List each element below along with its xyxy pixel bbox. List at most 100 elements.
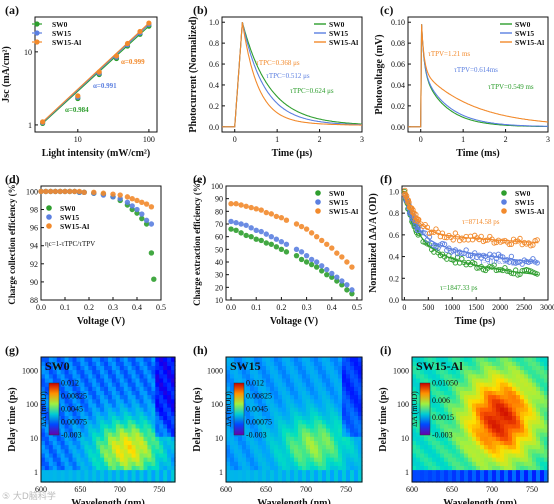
heatmap-cell xyxy=(104,411,109,416)
heatmap-cell xyxy=(516,369,521,375)
heatmap-cell xyxy=(159,457,164,462)
heatmap-cell xyxy=(488,432,493,437)
colorbar-tick-label: 0.0045 xyxy=(61,405,83,414)
heatmap-cell xyxy=(334,402,339,408)
heatmap-cell xyxy=(504,465,509,471)
heatmap-cell xyxy=(41,436,46,441)
heatmap-cell xyxy=(100,390,105,396)
data-point xyxy=(148,250,155,256)
heatmap-cell xyxy=(464,394,469,400)
colorbar-tick-label: 0.012 xyxy=(61,379,79,388)
heatmap-cell xyxy=(468,423,473,429)
heatmap-cell xyxy=(314,444,319,450)
heatmap-cell xyxy=(468,436,473,441)
heatmap-cell xyxy=(524,394,529,400)
heatmap-cell xyxy=(504,386,509,391)
heatmap-cell xyxy=(342,373,347,379)
heatmap-cell xyxy=(412,373,417,379)
heatmap-cell xyxy=(242,419,247,425)
heatmap-cell xyxy=(171,386,176,391)
heatmap-cell xyxy=(428,457,433,462)
heatmap-cell xyxy=(41,386,46,391)
heatmap-cell xyxy=(342,452,347,458)
heatmap-cell xyxy=(163,394,168,400)
heatmap-cell xyxy=(512,361,517,366)
heatmap-cell xyxy=(278,469,283,475)
heatmap-cell xyxy=(464,411,469,416)
heatmap-cell xyxy=(60,369,66,375)
heatmap-cell xyxy=(258,377,263,383)
heatmap-cell xyxy=(448,477,453,483)
heatmap-cell xyxy=(492,369,497,375)
heatmap-cell xyxy=(96,440,101,446)
heatmap-cell xyxy=(334,365,339,371)
heatmap-cell xyxy=(262,411,267,416)
heatmap-cell xyxy=(64,440,70,446)
heatmap-cell xyxy=(540,452,545,458)
data-point xyxy=(139,199,145,205)
heatmap-cell xyxy=(76,369,81,375)
heatmap-cell xyxy=(56,373,62,379)
heatmap-cell xyxy=(246,432,251,437)
heatmap-cell xyxy=(108,461,113,466)
heatmap-cell xyxy=(68,473,74,479)
heatmap-cell xyxy=(330,465,335,471)
heatmap-cell xyxy=(246,407,251,412)
heatmap-cell xyxy=(282,365,287,371)
heatmap-cell xyxy=(290,390,295,396)
heatmap-cell xyxy=(476,436,481,441)
heatmap-cell xyxy=(226,373,231,379)
heatmap-cell xyxy=(119,465,125,471)
heatmap-cell xyxy=(270,415,275,421)
heatmap-cell xyxy=(444,382,449,387)
heatmap-cell xyxy=(250,411,255,416)
heatmap-cell xyxy=(536,457,541,462)
heatmap-cell xyxy=(532,382,537,387)
heatmap-cell xyxy=(262,461,267,466)
x-tick-label: 0.5 xyxy=(352,303,362,312)
heatmap-cell xyxy=(250,361,255,366)
data-point xyxy=(482,237,489,244)
heatmap-cell xyxy=(298,402,303,408)
heatmap-cell xyxy=(354,390,359,396)
heatmap-cell xyxy=(326,427,331,433)
heatmap-cell xyxy=(358,365,363,371)
heatmap-cell xyxy=(167,402,172,408)
data-point xyxy=(283,249,290,255)
heatmap-cell xyxy=(436,444,441,450)
heatmap-cell xyxy=(500,365,505,371)
colorbar-label: ΔA (mOD) xyxy=(410,391,419,427)
heatmap-cell xyxy=(544,457,549,462)
heatmap-cell xyxy=(250,457,255,462)
heatmap-cell xyxy=(444,427,449,433)
annotation: α=0.991 xyxy=(93,82,117,90)
watermark: ⑤ 大D脑科学 xyxy=(2,492,56,502)
heatmap-cell xyxy=(330,419,335,425)
heatmap-cell xyxy=(298,369,303,375)
heatmap-cell xyxy=(294,357,299,362)
heatmap-cell xyxy=(338,390,343,396)
heatmap-cell xyxy=(484,432,489,437)
heatmap-cell xyxy=(274,461,279,466)
heatmap-cell xyxy=(242,423,247,429)
heatmap-cell xyxy=(143,357,148,362)
heatmap-cell xyxy=(322,398,327,404)
heatmap-cell xyxy=(306,419,311,425)
heatmap-cell xyxy=(123,440,129,446)
heatmap-cell xyxy=(123,452,129,458)
heatmap-cell xyxy=(484,373,489,379)
heatmap-cell xyxy=(432,394,437,400)
heatmap-cell xyxy=(278,448,283,454)
heatmap-cell xyxy=(44,461,50,466)
heatmap-cell xyxy=(226,419,231,425)
heatmap-cell xyxy=(346,365,351,371)
heatmap-cell xyxy=(476,386,481,391)
heatmap-cell xyxy=(262,423,267,429)
heatmap-cell xyxy=(238,444,243,450)
x-tick-label: 0 xyxy=(233,135,237,144)
heatmap-cell xyxy=(544,377,549,383)
heatmap-cell xyxy=(484,440,489,446)
heatmap-cell xyxy=(516,427,521,433)
heatmap-cell xyxy=(484,461,489,466)
heatmap-cell xyxy=(294,452,299,458)
